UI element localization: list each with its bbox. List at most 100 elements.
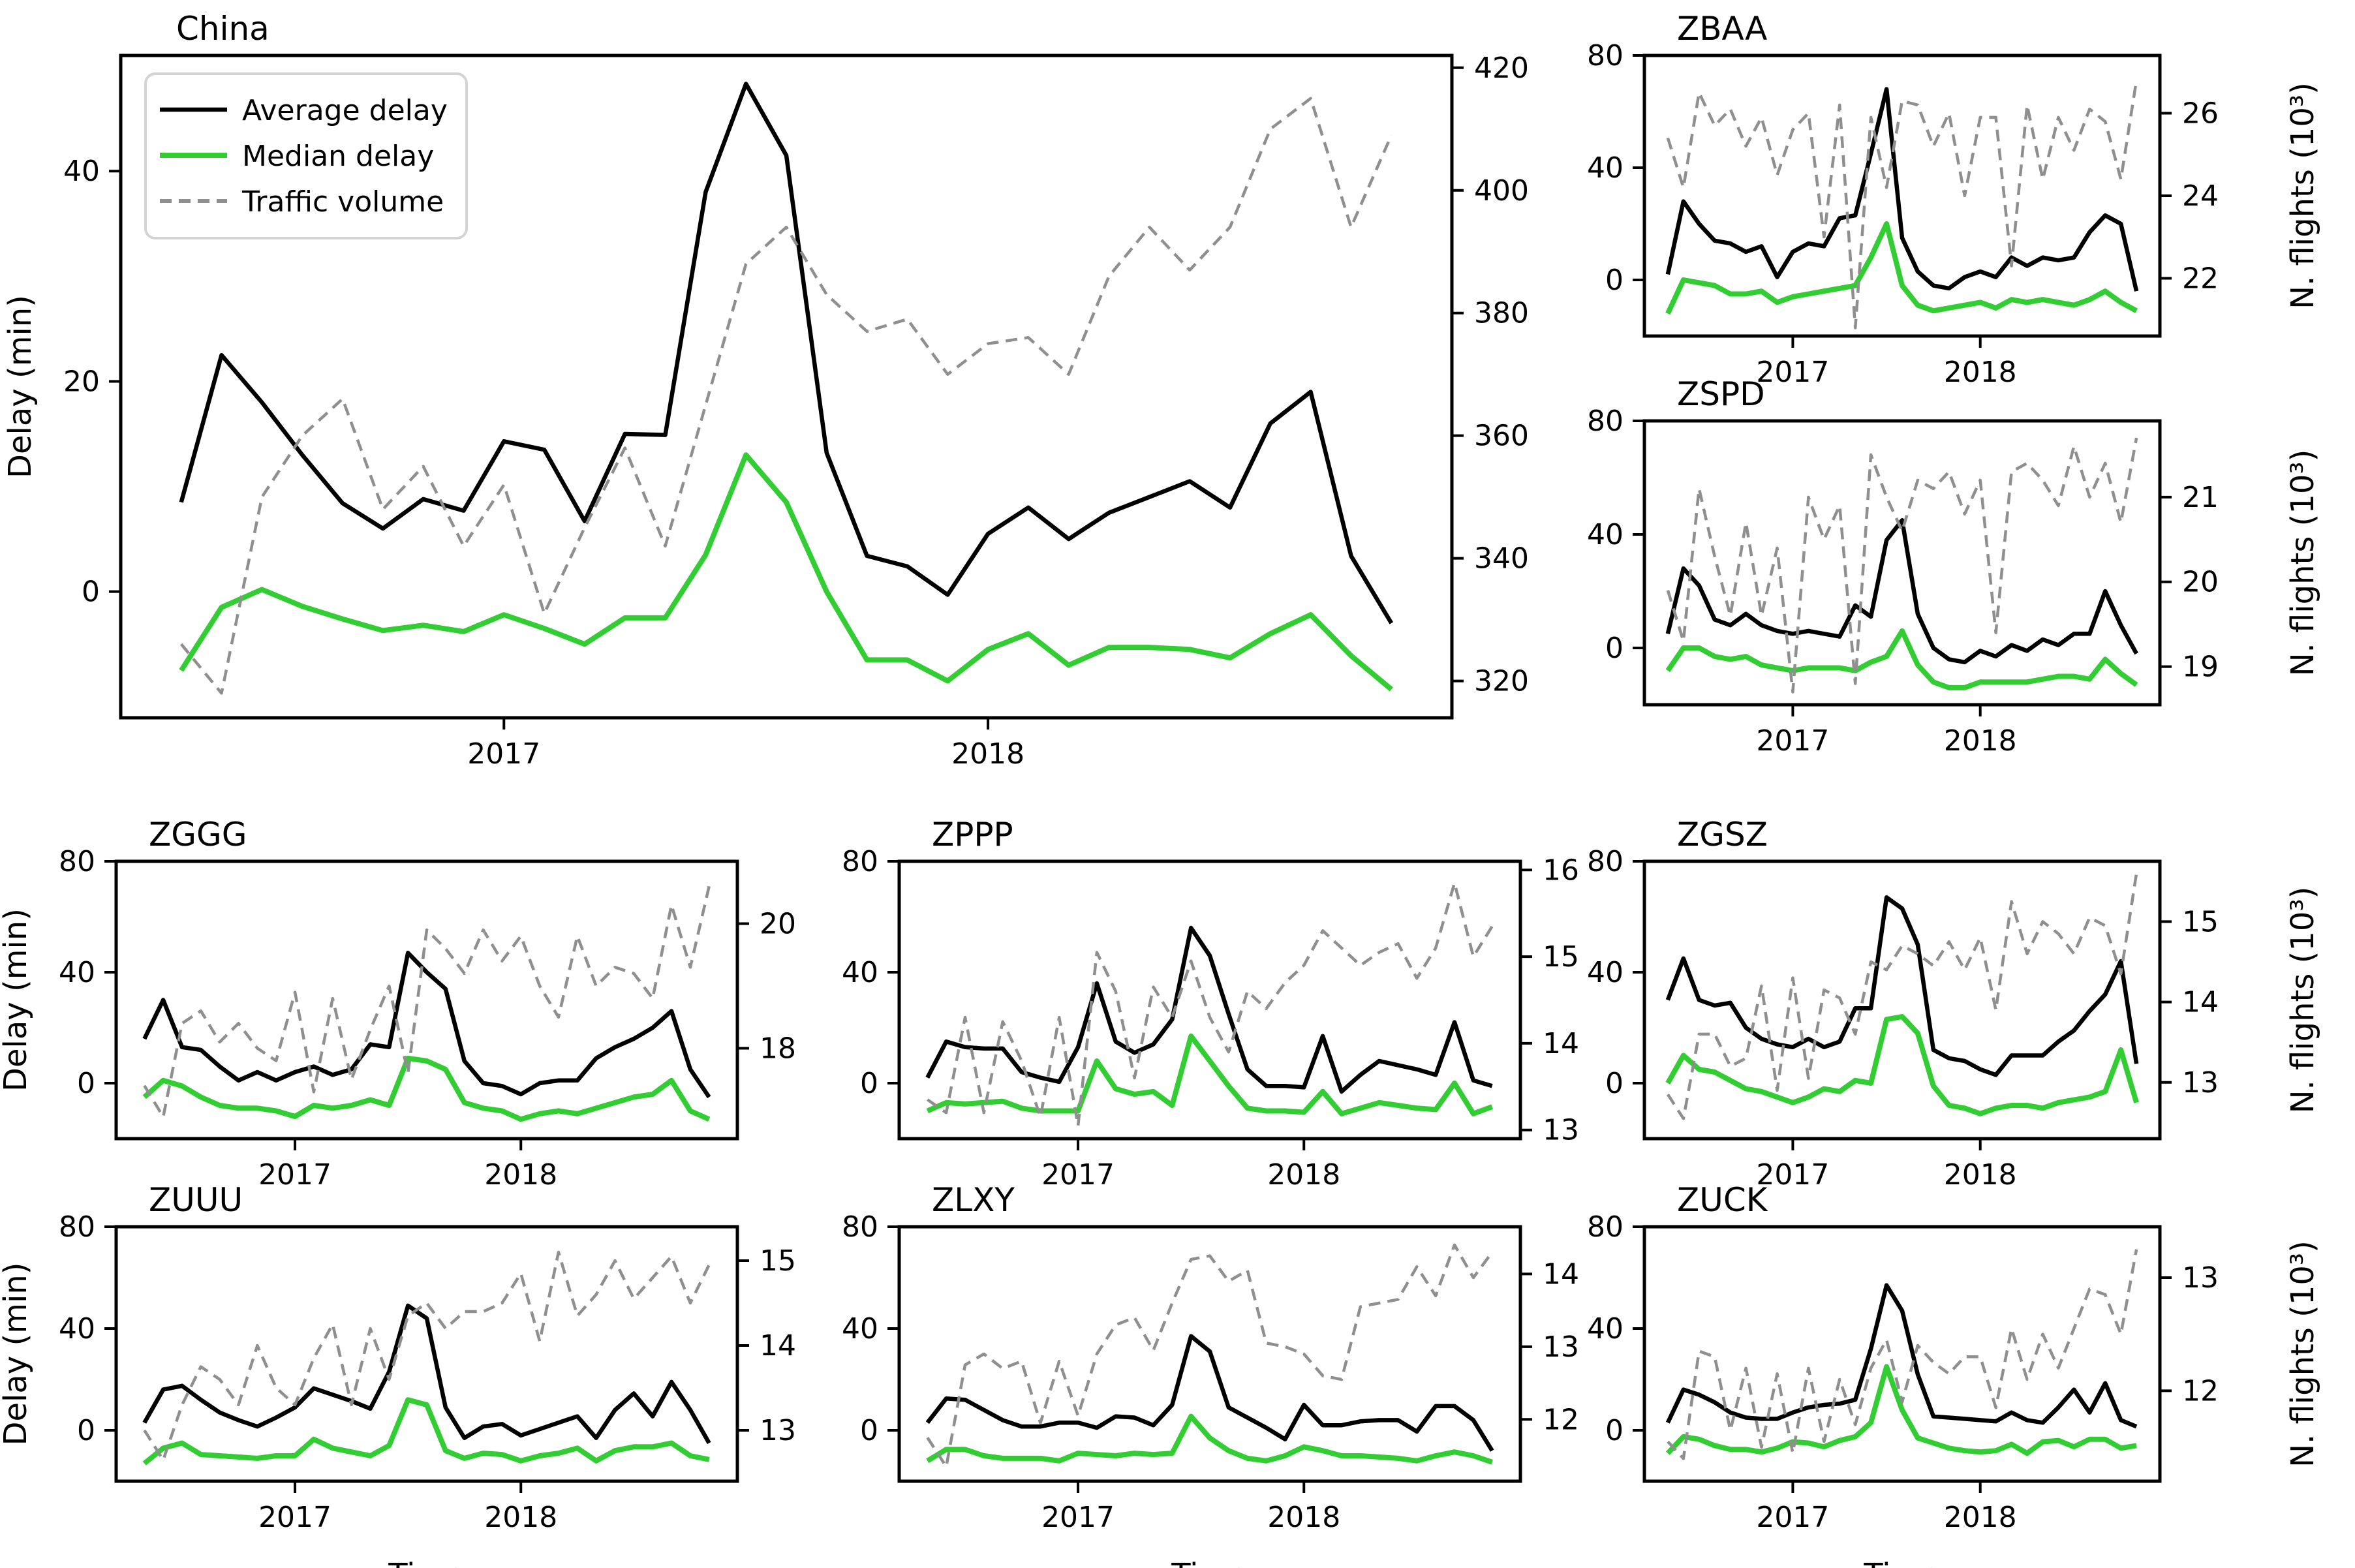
right-ytick-label: 15 — [1543, 940, 1579, 974]
panel-zuck: ZUCK 0 40 80 12 13 2017 2018 N. flights (10³) Tim… — [1587, 1181, 2321, 1568]
y-axis-label-flights: N. flights (10³) — [2285, 1240, 2321, 1468]
ytick-label: 20 — [63, 365, 100, 398]
right-ytick-label: 14 — [760, 1329, 796, 1362]
plot-frame-zspd — [1642, 419, 2162, 707]
ytick-label: 40 — [1587, 956, 1624, 989]
y-axis-label-flights: N. flights (10³) — [2285, 887, 2321, 1114]
xtick-label: 2017 — [1756, 1501, 1829, 1534]
right-ytick-label: 340 — [1474, 542, 1529, 576]
ytick-label: 40 — [842, 1312, 878, 1345]
plot-frame-zuuu — [114, 1225, 739, 1483]
right-ytick-label: 18 — [760, 1032, 796, 1066]
ytick-label: 40 — [59, 956, 95, 989]
right-ytick-label: 13 — [1543, 1330, 1579, 1364]
series-zgsz-average-delay — [1665, 895, 2139, 1077]
plot-frame-zgsz — [1642, 859, 2162, 1141]
panel-zlxy: ZLXY 0 40 80 12 13 14 2017 2018 Time — [842, 1181, 1579, 1568]
xtick-label: 2018 — [1267, 1158, 1340, 1191]
panel-title-zlxy: ZLXY — [932, 1181, 1015, 1219]
xtick-label: 2018 — [951, 737, 1024, 771]
xtick-label: 2017 — [467, 737, 540, 771]
series-zbaa-median-delay — [1665, 221, 2138, 315]
ytick-label: 40 — [1587, 151, 1624, 185]
ytick-label: 0 — [860, 1067, 878, 1100]
ytick-label: 0 — [1605, 1067, 1624, 1100]
panel-zspd: ZSPD 0 40 80 19 20 21 2017 2018 N. flights (10³) — [1587, 375, 2321, 758]
series-zuuu-traffic-volume — [143, 1250, 711, 1462]
series-zbaa-average-delay — [1665, 87, 2139, 292]
right-ytick-label: 380 — [1474, 297, 1529, 330]
plot-frame-zggg — [114, 859, 739, 1141]
ytick-label: 80 — [1587, 845, 1624, 878]
xtick-label: 2018 — [1267, 1501, 1340, 1534]
xtick-label: 2017 — [1041, 1158, 1115, 1191]
series-zuck-median-delay — [1665, 1364, 2137, 1456]
right-ytick-label: 19 — [2182, 651, 2219, 684]
series-zlxy-average-delay — [925, 1334, 1494, 1452]
x-axis-label-time: Time — [388, 1557, 465, 1568]
xtick-label: 2017 — [258, 1501, 331, 1534]
panel-title-zuuu: ZUUU — [149, 1181, 243, 1219]
xtick-label: 2018 — [484, 1158, 557, 1191]
ytick-label: 40 — [1587, 518, 1624, 551]
panel-zbaa: ZBAA 0 40 80 22 24 26 2017 2018 N. flights (10³) — [1587, 10, 2321, 389]
ytick-label: 0 — [1605, 264, 1624, 297]
series-zggg-median-delay — [142, 1055, 711, 1122]
right-ytick-label: 22 — [2182, 262, 2219, 295]
series-zuuu-average-delay — [142, 1303, 711, 1445]
right-ytick-label: 13 — [760, 1414, 796, 1447]
legend-label-med: Median delay — [242, 140, 434, 173]
series-zlxy-traffic-volume — [926, 1243, 1494, 1468]
xtick-label: 2017 — [1041, 1501, 1115, 1534]
panel-title-zbaa: ZBAA — [1677, 10, 1767, 48]
y-axis-label-delay: Delay (min) — [2, 295, 38, 478]
plot-frame-zlxy — [897, 1225, 1522, 1483]
x-axis-label-time: Time — [1171, 1557, 1248, 1568]
xtick-label: 2018 — [1944, 1158, 2017, 1191]
xtick-label: 2018 — [1944, 1501, 2017, 1534]
xtick-label: 2018 — [1944, 356, 2017, 389]
series-zgsz-traffic-volume — [1667, 873, 2138, 1120]
ytick-label: 80 — [1587, 1210, 1624, 1244]
panel-title-zppp: ZPPP — [932, 816, 1013, 853]
plot-frame-zppp — [897, 859, 1522, 1141]
right-ytick-label: 13 — [1543, 1114, 1579, 1147]
series-zspd-traffic-volume — [1666, 437, 2138, 694]
panel-china: China 0 20 40 320 340 360 380 400 420 2017 2018 Dela… — [2, 10, 1529, 771]
series-zuck-average-delay — [1665, 1283, 2138, 1429]
right-ytick-label: 14 — [1543, 1027, 1579, 1060]
ytick-label: 80 — [1587, 405, 1624, 438]
xtick-label: 2017 — [1756, 724, 1829, 758]
panel-title-zggg: ZGGG — [149, 816, 247, 853]
ytick-label: 0 — [77, 1067, 95, 1100]
xtick-label: 2018 — [484, 1501, 557, 1534]
right-ytick-label: 13 — [2182, 1066, 2219, 1099]
ytick-label: 0 — [82, 576, 100, 609]
right-ytick-label: 15 — [760, 1244, 796, 1278]
right-ytick-label: 12 — [2182, 1374, 2219, 1407]
y-axis-label-flights: N. flights (10³) — [2285, 82, 2321, 309]
plot-frame-zuck — [1642, 1225, 2162, 1483]
right-ytick-label: 15 — [2182, 905, 2219, 938]
right-ytick-label: 16 — [1543, 853, 1579, 887]
xtick-label: 2017 — [1756, 1158, 1829, 1191]
ytick-label: 40 — [63, 155, 100, 188]
panel-title-zuck: ZUCK — [1677, 1181, 1768, 1219]
series-china-median-delay — [179, 452, 1393, 692]
ytick-label: 40 — [59, 1312, 95, 1345]
right-ytick-label: 320 — [1474, 665, 1529, 698]
legend: Average delay Median delay Traffic volume — [144, 72, 468, 239]
series-zppp-median-delay — [926, 1033, 1494, 1116]
right-ytick-label: 12 — [1543, 1403, 1579, 1436]
series-zggg-average-delay — [142, 951, 711, 1099]
series-zspd-median-delay — [1665, 628, 2138, 690]
right-ytick-label: 360 — [1474, 420, 1529, 453]
series-china-average-delay — [179, 82, 1394, 624]
panel-title-china: China — [176, 10, 269, 48]
panel-zppp: ZPPP 0 40 80 13 14 15 16 2017 2018 — [842, 816, 1579, 1191]
panel-zggg: ZGGG 0 40 80 18 20 2017 2018 Delay (min) — [0, 816, 796, 1191]
plot-frame-zbaa — [1642, 54, 2162, 338]
ytick-label: 80 — [1587, 39, 1624, 72]
panel-zuuu: ZUUU 0 40 80 13 14 15 2017 2018 Delay (min) Time — [0, 1181, 796, 1568]
